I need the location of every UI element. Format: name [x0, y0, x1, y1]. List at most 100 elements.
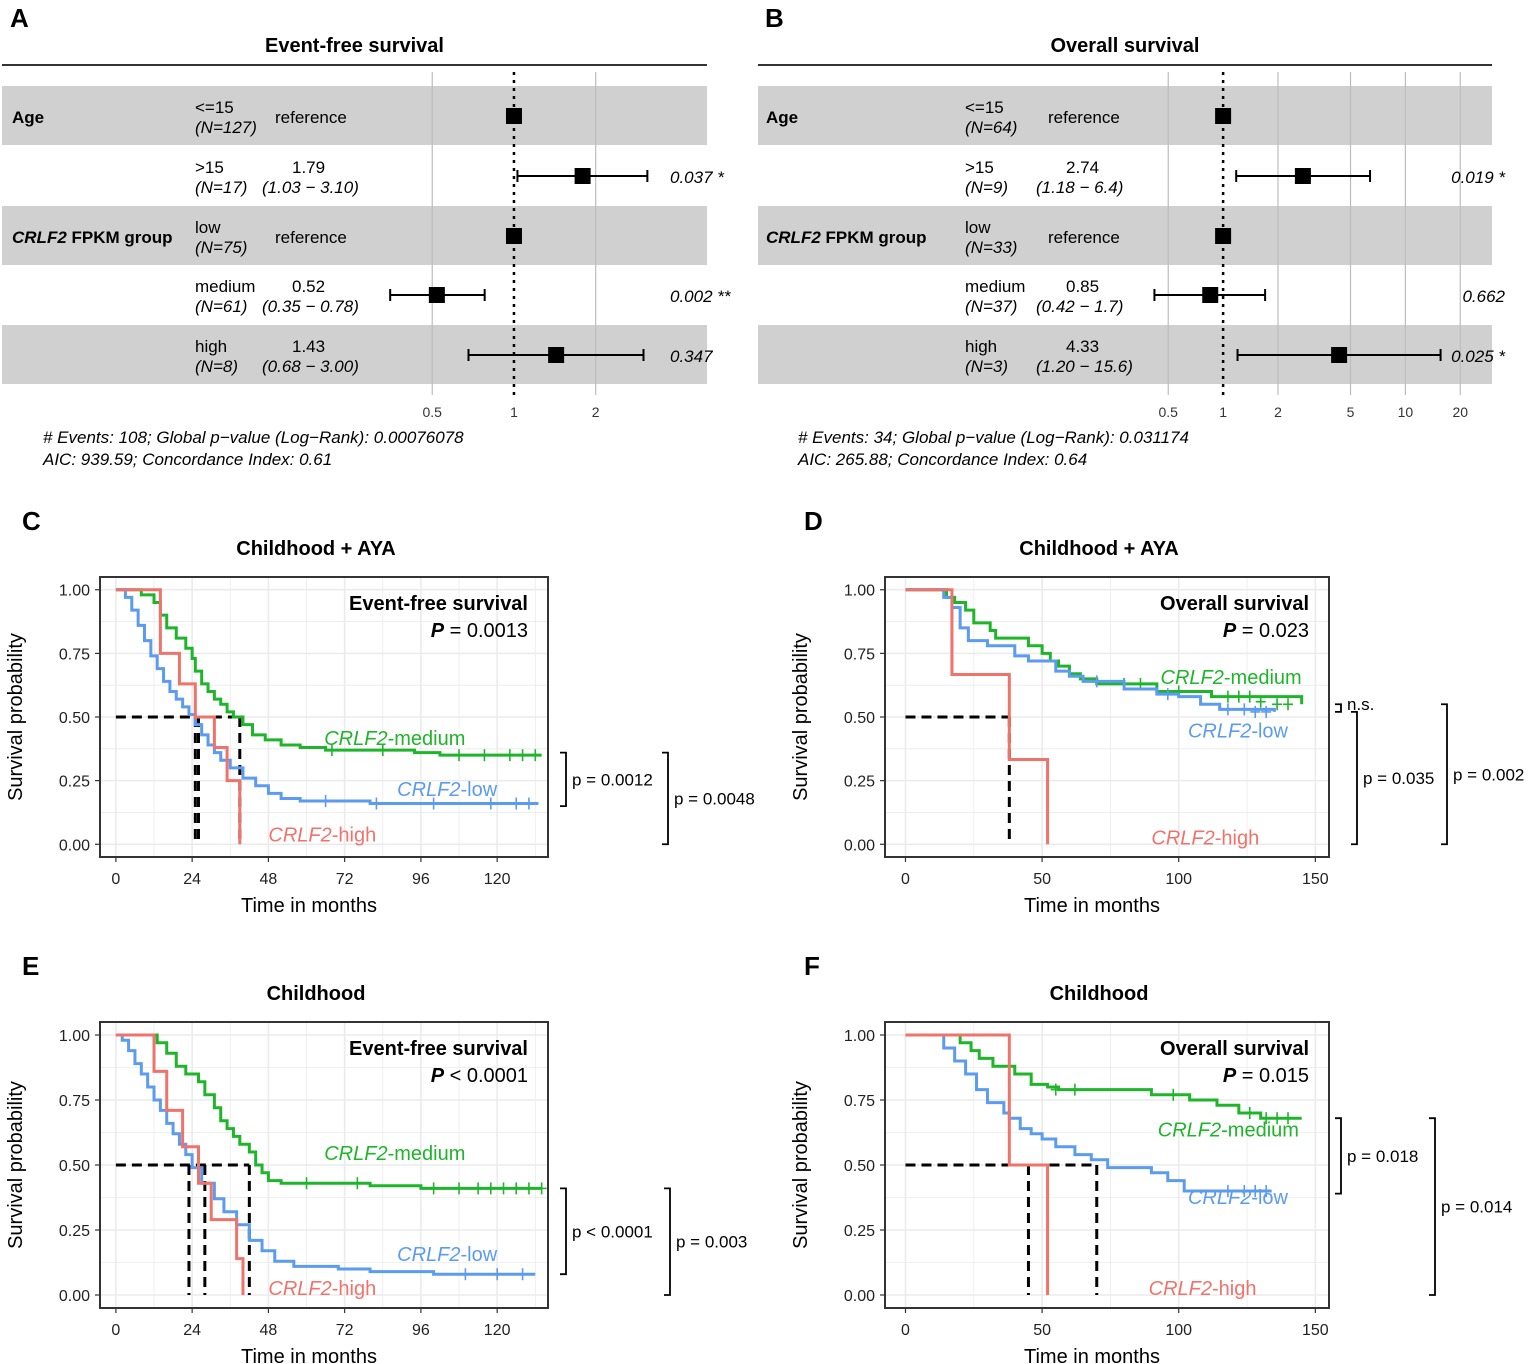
- series-label-high: CRLF2-high: [1151, 827, 1259, 849]
- row-ci: (0.68 − 3.00): [262, 357, 359, 376]
- series-label-gene: CRLF2: [1149, 1278, 1212, 1300]
- km-plot-d: D Childhood + AYA 0.00 0.25 0.50 0.75 1.00 0 50 1…: [790, 506, 1524, 917]
- row-ci: (1.03 − 3.10): [262, 178, 359, 197]
- row-level: <=15: [965, 98, 1004, 117]
- plot-border: [884, 1021, 1330, 1309]
- comparison-pvalue: p = 0.035: [1363, 769, 1434, 788]
- series-label-suffix: -medium: [388, 1143, 466, 1165]
- row-variable-rest: FPKM group: [821, 228, 927, 247]
- series-label-medium: CRLF2-medium: [324, 728, 465, 750]
- series-label-low: CRLF2-low: [1188, 720, 1289, 742]
- hr-marker: [505, 108, 522, 124]
- panel-label: E: [22, 951, 39, 981]
- survival-curve-medium: [905, 588, 1304, 705]
- x-tick-label: 96: [412, 1322, 430, 1339]
- x-tick-label: 0: [901, 871, 910, 888]
- x-tick-label: 150: [1302, 1322, 1329, 1339]
- row-n: (N=64): [965, 118, 1017, 137]
- y-tick-label: 0.00: [59, 837, 90, 854]
- y-tick-label: 0.00: [844, 837, 875, 854]
- pvalue-text: = 0.015: [1236, 1065, 1309, 1087]
- y-tick-label: 0.25: [844, 1223, 875, 1240]
- series-label-suffix: -low: [460, 779, 497, 801]
- x-tick-label: 100: [1165, 871, 1192, 888]
- y-tick-label: 1.00: [844, 1028, 875, 1045]
- series-label-suffix: -low: [460, 1244, 497, 1266]
- inset-pvalue: P = 0.023: [1223, 620, 1309, 642]
- row-hr: 0.85: [1066, 277, 1099, 296]
- comparison-bracket: [1441, 703, 1448, 846]
- hr-marker: [1202, 287, 1219, 303]
- x-tick-label: 96: [412, 871, 430, 888]
- forest-plot-event-free: A Event-free survival 0.5 1 2 Age <=15(N=127) r…: [2, 3, 732, 469]
- hr-marker: [428, 287, 445, 303]
- km-plot-c: C Childhood + AYA 0.00 0.25 0.50 0.75 1.00 0 24 4…: [5, 506, 755, 917]
- row-ci: (1.18 − 6.4): [1036, 178, 1123, 197]
- row-level: low: [965, 218, 991, 237]
- comparison-bracket: [1351, 711, 1358, 846]
- comparison-pvalue: p = 0.003: [676, 1233, 747, 1252]
- pvalue-symbol: P: [431, 1065, 445, 1087]
- series-label-high: CRLF2-high: [1149, 1278, 1257, 1300]
- x-tick-label: 48: [259, 871, 277, 888]
- row-ci: (0.42 − 1.7): [1036, 297, 1123, 316]
- x-tick-label: 72: [336, 871, 354, 888]
- series-label-suffix: -low: [1251, 1187, 1288, 1209]
- series-label-gene: CRLF2: [324, 728, 387, 750]
- comparison-bracket: [662, 751, 669, 846]
- x-tick-label: 0: [111, 871, 120, 888]
- survival-curve-high: [905, 588, 1050, 845]
- panel-label: A: [10, 3, 29, 33]
- series-label-medium: CRLF2-medium: [1158, 1119, 1299, 1141]
- x-tick-label: 72: [336, 1322, 354, 1339]
- x-tick-label: 50: [1033, 871, 1051, 888]
- row-band: [2, 86, 707, 145]
- hr-marker: [548, 347, 565, 363]
- row-band: [2, 206, 707, 265]
- hr-marker: [1294, 168, 1311, 184]
- series-label-gene: CRLF2: [397, 1244, 460, 1266]
- series-label-suffix: -medium: [1224, 667, 1302, 689]
- row-n: (N=75): [195, 238, 247, 257]
- series-label-suffix: -high: [1215, 827, 1259, 849]
- row-n: (N=8): [195, 357, 238, 376]
- y-axis-label: Survival probability: [790, 1081, 812, 1249]
- axis-tick: 0.5: [1158, 404, 1178, 420]
- forest-footer: # Events: 34; Global p−value (Log−Rank):…: [798, 428, 1189, 447]
- row-band: [758, 86, 1492, 145]
- y-tick-label: 0.00: [844, 1288, 875, 1305]
- y-tick-label: 1.00: [59, 1028, 90, 1045]
- x-tick-label: 48: [259, 1322, 277, 1339]
- x-tick-label: 50: [1033, 1322, 1051, 1339]
- plot-border: [99, 1021, 549, 1309]
- row-pvalue: 0.662: [1462, 287, 1505, 306]
- row-hr: 1.43: [292, 337, 325, 356]
- row-ci: (0.35 − 0.78): [262, 297, 359, 316]
- x-tick-label: 120: [484, 1322, 511, 1339]
- series-label-gene: CRLF2: [397, 779, 460, 801]
- row-hr: 2.74: [1066, 158, 1099, 177]
- row-n: (N=37): [965, 297, 1017, 316]
- forest-footer: # Events: 108; Global p−value (Log−Rank)…: [43, 428, 464, 447]
- x-axis-label: Time in months: [1024, 1346, 1160, 1364]
- panel-label: F: [804, 951, 820, 981]
- inset-title: Event-free survival: [349, 593, 528, 615]
- survival-curve-high: [115, 1033, 245, 1295]
- forest-footer: AIC: 265.88; Concordance Index: 0.64: [797, 450, 1087, 469]
- row-level: >15: [965, 158, 994, 177]
- row-pvalue: 0.025 *: [1451, 347, 1506, 366]
- inset-pvalue: P < 0.0001: [431, 1065, 528, 1087]
- km-plot-f: F Childhood 0.00 0.25 0.50 0.75 1.00 0 50 100 150 T…: [790, 951, 1512, 1364]
- y-tick-label: 0.75: [844, 646, 875, 663]
- row-variable-gene: CRLF2: [766, 228, 821, 247]
- row-pvalue: 0.037 *: [670, 168, 725, 187]
- series-label-gene: CRLF2: [1151, 827, 1214, 849]
- y-tick-label: 0.25: [59, 774, 90, 791]
- y-tick-label: 0.75: [59, 646, 90, 663]
- x-tick-label: 0: [901, 1322, 910, 1339]
- hr-marker: [1215, 228, 1232, 244]
- panel-label: B: [765, 3, 784, 33]
- pvalue-symbol: P: [1223, 1065, 1237, 1087]
- series-label-low: CRLF2-low: [1188, 1187, 1289, 1209]
- row-level: medium: [195, 277, 255, 296]
